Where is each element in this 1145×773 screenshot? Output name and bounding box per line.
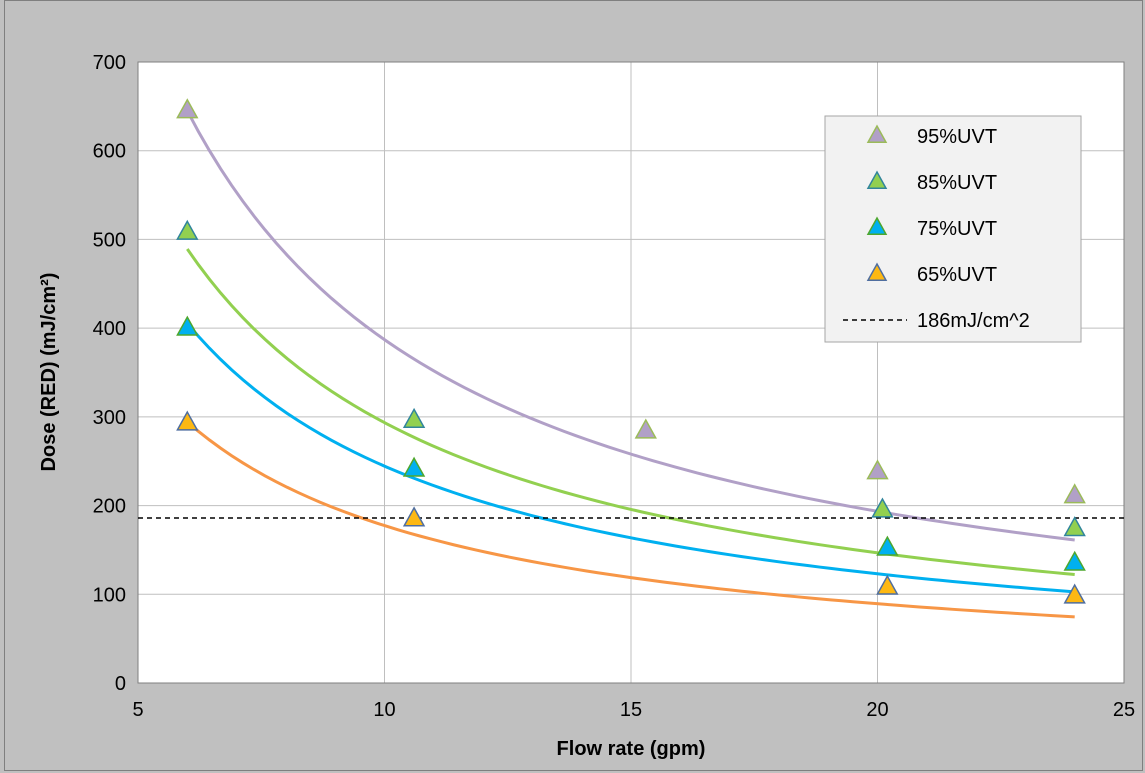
y-tick-label: 600 xyxy=(93,141,126,163)
legend-marker xyxy=(866,170,888,189)
x-tick-label: 25 xyxy=(1113,699,1135,721)
legend-marker xyxy=(866,216,888,235)
legend-label: 186mJ/cm^2 xyxy=(917,310,1030,332)
plot-border xyxy=(137,61,1125,684)
legend: 95%UVT 85%UVT 75%UVT 65%UVT 186mJ/cm^2 xyxy=(824,115,1082,343)
scatter-chart: 0 100 200 300 400 500 600 700 5 10 15 20 25 Flow rat… xyxy=(38,52,1136,760)
y-tick-label: 200 xyxy=(93,496,126,518)
x-axis-title: Flow rate (gpm) xyxy=(557,738,706,760)
legend-label: 75%UVT xyxy=(917,218,997,240)
y-tick-label: 700 xyxy=(93,52,126,74)
data-markers xyxy=(176,98,1086,604)
trendline-75-UVT xyxy=(186,322,1075,594)
y-tick-label: 500 xyxy=(93,229,126,251)
data-point xyxy=(176,410,199,431)
gridlines xyxy=(137,61,1125,684)
trendline-65-UVT xyxy=(186,420,1075,619)
data-point xyxy=(1063,483,1086,504)
y-tick-label: 400 xyxy=(93,318,126,340)
x-tick-label: 20 xyxy=(866,699,888,721)
data-point xyxy=(866,459,889,480)
data-point xyxy=(402,407,426,428)
data-point xyxy=(634,418,657,439)
data-point xyxy=(176,98,199,119)
data-point xyxy=(876,574,899,595)
y-axis-title: Dose (RED) (mJ/cm²) xyxy=(38,273,60,472)
legend-label: 85%UVT xyxy=(917,172,997,194)
data-point xyxy=(176,315,199,336)
data-point xyxy=(876,535,899,556)
trendline-95-UVT xyxy=(185,110,1075,542)
legend-box xyxy=(824,115,1082,343)
legend-marker xyxy=(866,124,888,143)
y-tick-label: 300 xyxy=(93,407,126,429)
y-tick-label: 100 xyxy=(93,584,126,606)
legend-label: 65%UVT xyxy=(917,264,997,286)
x-tick-label: 15 xyxy=(620,699,642,721)
legend-label: 95%UVT xyxy=(917,126,997,148)
y-tick-label: 0 xyxy=(115,673,126,695)
trendline-85-UVT xyxy=(186,248,1075,577)
data-point xyxy=(402,506,426,527)
data-point xyxy=(1063,583,1086,604)
legend-marker xyxy=(866,262,888,281)
x-tick-label: 5 xyxy=(132,699,143,721)
x-tick-label: 10 xyxy=(373,699,395,721)
chart-area: 0 100 200 300 400 500 600 700 5 10 15 20 25 Flow rat… xyxy=(4,0,1143,771)
data-point xyxy=(402,456,426,477)
tick-labels: 0 100 200 300 400 500 600 700 5 10 15 20 25 xyxy=(93,52,1136,721)
data-point xyxy=(176,219,199,240)
data-point xyxy=(1063,550,1086,571)
data-point xyxy=(871,497,894,518)
trendlines xyxy=(185,110,1075,619)
data-point xyxy=(1063,516,1086,537)
